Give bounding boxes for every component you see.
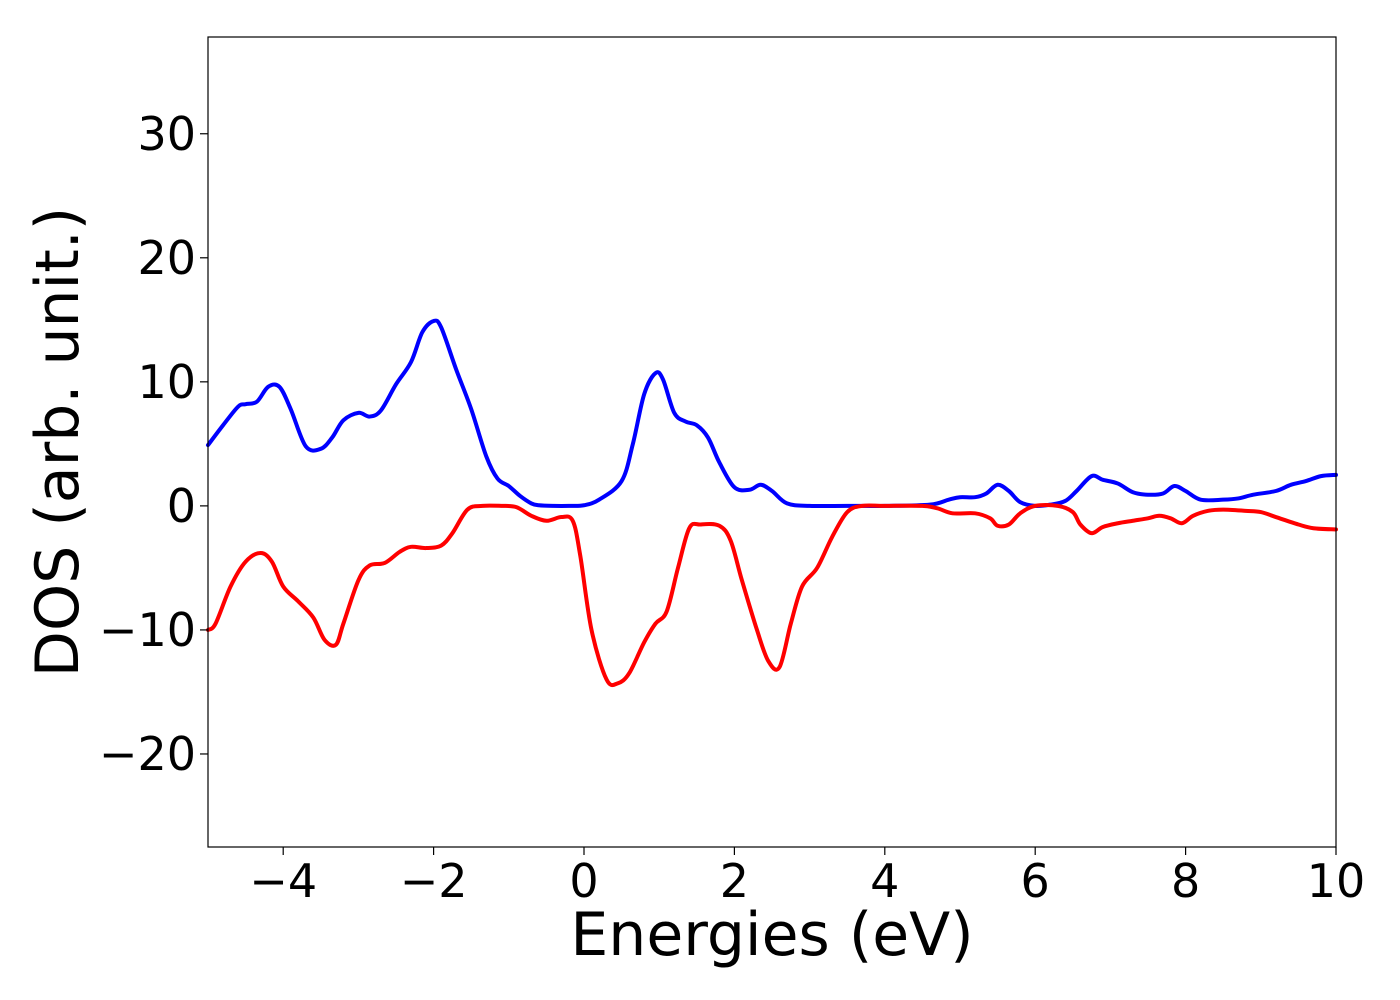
y-axis-title: DOS (arb. unit.): [23, 207, 93, 677]
x-tick-label: 8: [1171, 854, 1200, 908]
x-axis: −4 −2 0 2 4 6 8 10: [249, 847, 1365, 908]
x-tick-label: −4: [249, 854, 317, 908]
y-tick-label: −20: [99, 727, 196, 781]
x-tick-label: 10: [1307, 854, 1366, 908]
series-layer: [206, 318, 1338, 688]
x-tick-label: 4: [870, 854, 899, 908]
x-tick-label: −2: [400, 854, 468, 908]
y-tick-label: 0: [167, 479, 196, 533]
series-line-1: [206, 318, 1338, 509]
x-axis-title: Energies (eV): [570, 900, 973, 970]
y-axis: −20 −10 0 10 20 30: [99, 107, 208, 781]
y-tick-label: 20: [137, 231, 196, 285]
plot-frame: [207, 36, 1337, 848]
y-tick-label: −10: [99, 603, 196, 657]
x-tick-label: 2: [720, 854, 749, 908]
x-tick-label: 0: [569, 854, 598, 908]
y-tick-label: 30: [137, 107, 196, 161]
x-tick-label: 6: [1021, 854, 1050, 908]
y-tick-label: 10: [137, 355, 196, 409]
series-line-2: [206, 503, 1338, 688]
plot-background: [208, 37, 1336, 847]
